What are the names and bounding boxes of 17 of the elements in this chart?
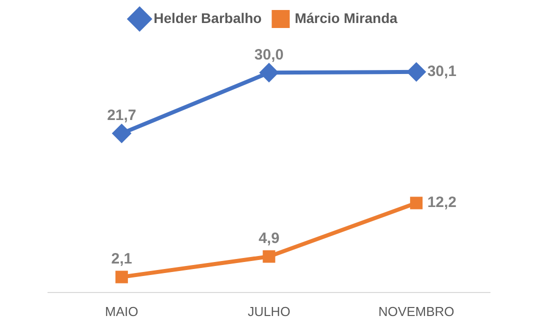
legend-label: Márcio Miranda [294, 10, 398, 26]
data-label: 4,9 [258, 230, 280, 248]
point [112, 124, 131, 142]
data-label: 30,1 [427, 63, 457, 80]
data-label: 2,1 [111, 250, 132, 268]
point [410, 196, 423, 210]
x-tick-label: JULHO [248, 304, 290, 319]
legend-label: Helder Barbalho [154, 10, 262, 26]
point [260, 64, 278, 82]
data-label: 30,0 [254, 46, 284, 64]
point [115, 270, 128, 284]
x-tick-label: MAIO [105, 304, 138, 319]
data-label: 21,7 [107, 107, 136, 124]
point [262, 250, 276, 263]
x-tick-label: NOVEMBRO [378, 304, 454, 319]
point [407, 62, 426, 81]
data-label: 12,2 [427, 194, 457, 212]
